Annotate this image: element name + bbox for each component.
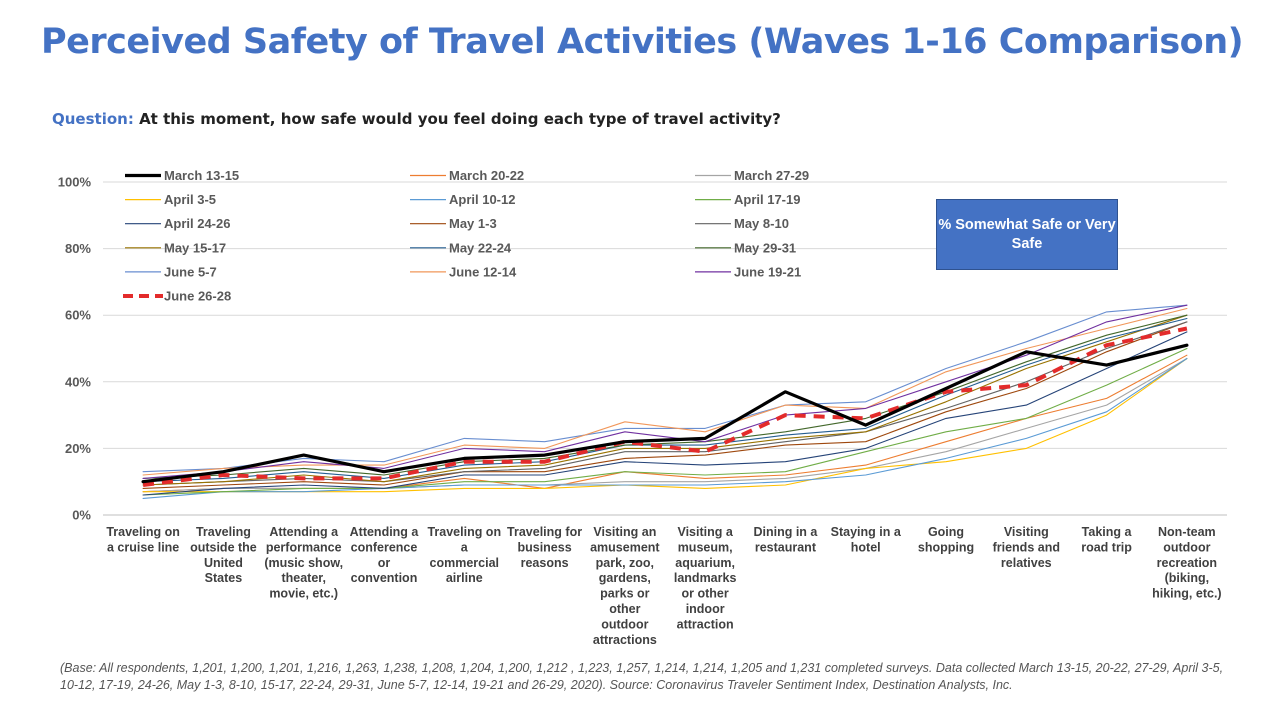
x-tick-label: Non-team outdoor recreation (biking, hiking,… — [1152, 525, 1221, 601]
page-title: Perceived Safety of Travel Activities (W… — [41, 22, 1244, 62]
footnote: (Base: All respondents, 1,201, 1,200, 1,… — [60, 661, 1224, 692]
series-line — [142, 326, 1188, 487]
legend-label: April 3-5 — [164, 192, 216, 207]
series-line — [141, 343, 1189, 484]
series-line — [142, 317, 1188, 483]
y-axis-ticks: 0% 20% 40% 60% 80% 100% — [58, 175, 92, 523]
legend-label: May 15-17 — [164, 240, 226, 255]
x-tick-label: Traveling outside the United States — [190, 525, 257, 585]
x-axis-labels: Traveling on a cruise line Traveling outsid… — [106, 525, 1221, 647]
question-line: Question: At this moment, how safe would… — [52, 110, 781, 128]
legend-label: June 5-7 — [164, 264, 217, 279]
legend-label: May 1-3 — [449, 216, 497, 231]
legend-label: May 29-31 — [734, 240, 796, 255]
x-tick-label: Visiting an amusement park, zoo, gardens, pa… — [590, 525, 660, 647]
question-text: At this moment, how safe would you feel … — [139, 110, 781, 128]
series-lines — [141, 304, 1189, 499]
legend: March 13-15 March 20-22 March 27-29 April 3… — [123, 168, 809, 304]
y-tick-label: 0% — [72, 508, 91, 523]
legend-label: June 26-28 — [164, 289, 231, 304]
y-tick-label: 80% — [65, 241, 91, 256]
y-tick-label: 60% — [65, 308, 91, 323]
x-tick-label: Taking a road trip — [1081, 525, 1132, 554]
x-tick-label: Attending a conference or convention — [350, 525, 420, 585]
legend-label: May 8-10 — [734, 216, 789, 231]
legend-label: March 27-29 — [734, 168, 809, 183]
callout-box: % Somewhat Safe or Very Safe — [936, 199, 1118, 270]
y-tick-label: 20% — [65, 441, 91, 456]
legend-label: April 24-26 — [164, 216, 230, 231]
series-line — [142, 304, 1188, 479]
x-tick-label: Traveling for business reasons — [507, 525, 582, 570]
x-tick-label: Visiting friends and relatives — [993, 525, 1060, 570]
series-line — [142, 357, 1188, 499]
legend-label: March 13-15 — [164, 168, 239, 183]
x-tick-label: Traveling on a cruise line — [106, 525, 180, 554]
y-tick-label: 100% — [58, 175, 92, 190]
x-tick-label: Visiting a museum, aquarium, landmarks or ot… — [674, 525, 737, 631]
legend-label: March 20-22 — [449, 168, 524, 183]
x-tick-label: Attending a performance (music show, theate… — [264, 525, 343, 601]
x-tick-label: Going shopping — [918, 525, 974, 554]
series-line — [142, 314, 1188, 479]
question-label: Question: — [52, 110, 134, 128]
series-line — [142, 321, 1188, 489]
series-line — [142, 347, 1188, 496]
legend-label: June 19-21 — [734, 264, 801, 279]
legend-label: May 22-24 — [449, 240, 512, 255]
x-tick-label: Traveling on a commercial airline — [427, 525, 501, 585]
series-line — [142, 307, 1188, 476]
y-tick-label: 40% — [65, 374, 91, 389]
x-tick-label: Staying in a hotel — [831, 525, 902, 554]
legend-label: April 17-19 — [734, 192, 800, 207]
legend-label: June 12-14 — [449, 264, 517, 279]
legend-label: April 10-12 — [449, 192, 515, 207]
x-tick-label: Dining in a restaurant — [753, 525, 818, 554]
series-line — [142, 354, 1188, 493]
series-line — [142, 331, 1188, 496]
series-line — [142, 314, 1188, 486]
